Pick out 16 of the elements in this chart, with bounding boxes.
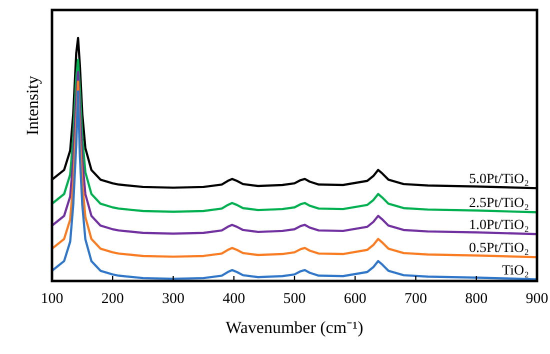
x-tick-label: 900	[526, 291, 548, 307]
series-label: 2.5Pt/TiO₂	[468, 196, 530, 212]
x-tick-label: 700	[404, 291, 427, 307]
y-axis-title: Intensity	[23, 75, 42, 136]
x-tick-label: 500	[283, 291, 306, 307]
x-axis-title: Wavenumber (cm⁻¹)	[226, 318, 364, 337]
x-tick-label: 200	[101, 291, 124, 307]
series-label: 5.0Pt/TiO₂	[468, 172, 530, 188]
x-tick-label: 600	[344, 291, 366, 307]
series-label: 1.0Pt/TiO₂	[468, 218, 530, 234]
x-tick-label: 400	[222, 291, 246, 307]
x-tick-label: 300	[162, 291, 184, 307]
x-tick-label: 100	[40, 291, 64, 307]
series-label: 0.5Pt/TiO₂	[468, 241, 530, 256]
series-label: TiO₂	[502, 263, 530, 278]
x-tick-label: 800	[465, 291, 488, 307]
